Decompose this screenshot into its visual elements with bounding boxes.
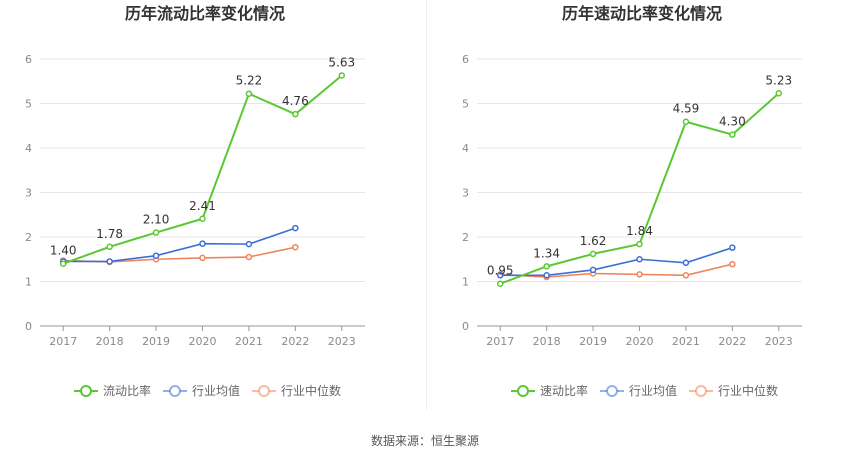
chart2-industry-mean-series-point <box>543 272 550 279</box>
chart2-ytick-label: 0 <box>462 320 469 333</box>
chart1-main-series-data-label: 5.63 <box>328 55 355 69</box>
chart1-legend-industry-median-series-label: 行业中位数 <box>281 383 341 398</box>
chart2-legend-industry-mean-series-marker <box>606 385 618 397</box>
chart2-xtick-label: 2022 <box>718 335 746 348</box>
chart1-ytick-label: 5 <box>25 98 32 111</box>
chart2-main-series-point <box>729 131 736 138</box>
chart2-industry-median-series-point <box>636 271 643 278</box>
chart1-industry-median-series-point <box>245 253 253 261</box>
chart2-main-series-point <box>775 90 783 97</box>
chart1-xtick-label: 2022 <box>281 335 309 348</box>
chart1-main-series-point <box>245 90 253 97</box>
chart2-legend-main-series-label: 速动比率 <box>540 383 588 398</box>
chart2-xtick-label: 2023 <box>765 335 793 348</box>
chart1-ytick-label: 4 <box>25 142 32 155</box>
chart1-main-series-point <box>199 215 206 223</box>
chart2-main-series-point <box>496 280 504 287</box>
chart1-xtick-label: 2019 <box>142 335 170 348</box>
chart1-main-series-point <box>106 243 113 251</box>
chart2-main-series-point <box>682 118 690 125</box>
chart1-industry-mean-series-point <box>292 224 299 232</box>
chart1-xtick-label: 2021 <box>235 335 263 348</box>
chart2-ytick-label: 2 <box>462 231 469 244</box>
chart2-main-series-point <box>636 240 643 248</box>
chart2-industry-mean-series-point <box>589 266 597 274</box>
chart1-main-series-point <box>338 72 346 79</box>
chart2-xtick-label: 2019 <box>579 335 607 348</box>
chart2-main-series-data-label: 1.62 <box>580 234 607 248</box>
chart2-xtick-label: 2020 <box>626 335 654 348</box>
chart2-ytick-label: 5 <box>462 98 469 111</box>
chart2-main-series-point <box>589 250 597 258</box>
chart2-xtick-label: 2017 <box>486 335 514 348</box>
chart1-industry-mean-series-line <box>63 227 296 263</box>
chart1-main-series-data-label: 4.76 <box>282 94 309 108</box>
chart1-xtick-label: 2017 <box>49 335 77 348</box>
chart1-industry-mean-series-point <box>152 252 160 259</box>
chart1-main-series-point <box>292 110 299 118</box>
chart2-ytick-label: 1 <box>462 276 469 289</box>
chart1-xtick-label: 2020 <box>189 335 217 348</box>
chart2-main-series-data-label: 1.34 <box>533 246 560 260</box>
chart1-main-series-point <box>152 229 160 236</box>
chart1-legend-industry-mean-series-marker <box>169 385 181 397</box>
chart1-legend-main-series-label: 流动比率 <box>103 383 151 398</box>
chart1-xtick-label: 2018 <box>96 335 124 348</box>
chart2-industry-mean-series-line <box>500 246 733 277</box>
chart2-main-series-data-label: 0.95 <box>487 264 514 278</box>
chart1-legend-industry-mean-series-label: 行业均值 <box>192 383 240 398</box>
chart1-industry-mean-series-point <box>245 240 253 248</box>
chart2-industry-median-series-point <box>682 272 690 279</box>
chart1-main-series-data-label: 1.40 <box>50 244 77 258</box>
chart2-ytick-label: 6 <box>462 53 469 66</box>
chart2-main-series-data-label: 4.30 <box>719 115 746 129</box>
chart2-legend-main-series-marker <box>517 385 529 397</box>
chart1-legend-industry-median-series-marker <box>258 385 270 397</box>
chart1-ytick-label: 0 <box>25 320 32 333</box>
chart2-title: 历年速动比率变化情况 <box>562 4 722 23</box>
chart2-main-series-data-label: 4.59 <box>673 102 700 116</box>
chart1-ytick-label: 2 <box>25 231 32 244</box>
chart2-industry-mean-series-point <box>496 272 504 279</box>
chart1-main-series-data-label: 5.22 <box>236 74 263 88</box>
chart1-main-series-data-label: 2.41 <box>189 199 216 213</box>
chart2-industry-mean-series-point <box>636 256 643 263</box>
chart2-ytick-label: 4 <box>462 142 469 155</box>
chart2-legend-industry-median-series-marker <box>695 385 707 397</box>
chart1-ytick-label: 6 <box>25 53 32 66</box>
chart1-industry-mean-series-point <box>106 258 113 265</box>
chart1-industry-mean-series-point <box>199 240 206 247</box>
panel-divider <box>426 0 427 410</box>
chart2-main-series-data-label: 5.23 <box>765 73 792 87</box>
chart2-main-series-data-label: 1.84 <box>626 224 653 238</box>
chart1-ytick-label: 1 <box>25 276 32 289</box>
chart2-xtick-label: 2018 <box>533 335 561 348</box>
chart1-ytick-label: 3 <box>25 187 32 200</box>
chart1-xtick-label: 2023 <box>328 335 356 348</box>
chart1-industry-median-series-point <box>199 254 206 262</box>
chart1-main-series-point <box>59 260 67 267</box>
chart1-main-series-data-label: 2.10 <box>143 213 170 227</box>
chart2-industry-mean-series-point <box>682 259 690 267</box>
chart2-industry-median-series-line <box>500 263 733 278</box>
chart2-main-series-point <box>543 263 550 270</box>
chart2-xtick-label: 2021 <box>672 335 700 348</box>
data-source-footer: 数据来源：恒生聚源 <box>370 434 479 448</box>
chart2-legend-industry-median-series-label: 行业中位数 <box>718 383 778 398</box>
chart2-industry-median-series-point <box>729 260 736 268</box>
chart1-title: 历年流动比率变化情况 <box>125 4 285 23</box>
chart1-legend-main-series-marker <box>80 385 92 397</box>
chart2-ytick-label: 3 <box>462 187 469 200</box>
chart1-industry-median-series-point <box>292 243 299 251</box>
chart2-industry-mean-series-point <box>729 244 736 251</box>
chart2-legend-industry-mean-series-label: 行业均值 <box>629 383 677 398</box>
chart1-main-series-data-label: 1.78 <box>96 227 123 241</box>
